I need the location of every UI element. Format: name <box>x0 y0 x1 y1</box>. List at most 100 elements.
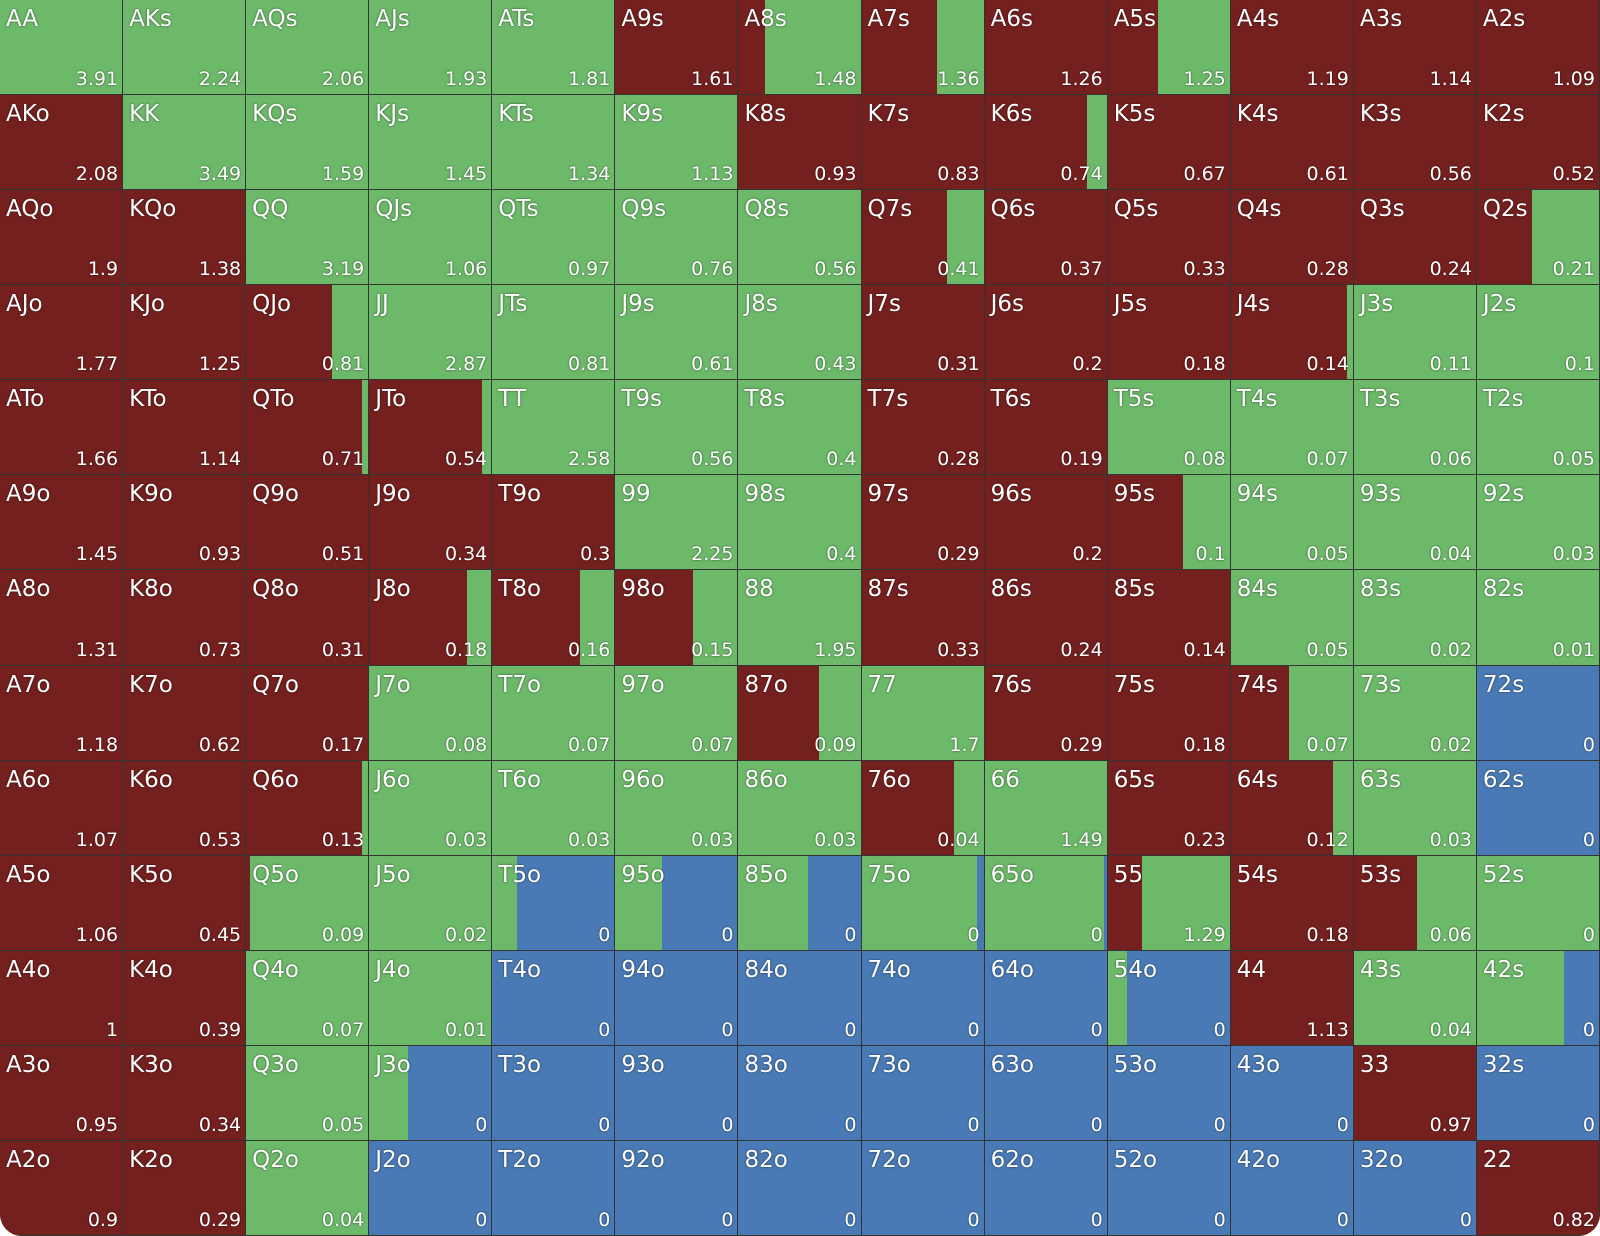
mix-segment <box>615 0 738 95</box>
hand-label: A6o <box>6 766 51 793</box>
hand-label: Q4s <box>1236 196 1282 223</box>
hand-cell: 85s 0.14 <box>1107 570 1231 666</box>
ev-value: 0.33 <box>1183 258 1226 281</box>
mix-segment <box>861 285 984 380</box>
hand-cell: 42s 0 <box>1476 950 1600 1046</box>
mix-segment <box>492 570 581 665</box>
ev-value: 0 <box>1336 1113 1349 1136</box>
hand-cell: 44 1.13 <box>1230 950 1354 1046</box>
ev-value: 1.18 <box>75 733 119 756</box>
mix-segment <box>1353 95 1476 190</box>
hand-cell: T9s 0.56 <box>615 380 739 476</box>
hand-label: 33 <box>1359 1051 1390 1078</box>
ev-value: 0.3 <box>580 543 611 566</box>
hand-cell: 92o 0 <box>615 1140 739 1236</box>
hand-cell: 65s 0.23 <box>1107 760 1231 856</box>
ev-value: 0.71 <box>321 448 365 471</box>
hand-label: J7s <box>867 291 901 318</box>
hand-label: 52o <box>1113 1146 1158 1173</box>
hand-label: 95s <box>1113 481 1155 508</box>
mix-segment <box>1230 0 1353 95</box>
ev-value: 0.07 <box>1306 448 1349 471</box>
hand-cell: Q6o 0.13 <box>246 760 370 856</box>
mix-segment <box>1107 760 1230 855</box>
ev-value: 0.1 <box>1564 353 1595 376</box>
mix-segment <box>1230 380 1353 475</box>
ev-value: 0.07 <box>568 733 611 756</box>
ev-value: 1.66 <box>75 448 119 471</box>
hand-cell: QJs 1.06 <box>369 190 493 286</box>
ev-value: 0 <box>1090 1018 1103 1041</box>
ev-value: 0.56 <box>814 258 857 281</box>
mix-segment <box>1230 95 1353 190</box>
hand-cell: T3s 0.06 <box>1353 380 1477 476</box>
ev-value: 0.67 <box>1183 163 1226 186</box>
hand-cell: K8o 0.73 <box>123 570 247 666</box>
hand-cell: 95s 0.1 <box>1107 475 1231 571</box>
hand-cell: Q8o 0.31 <box>246 570 370 666</box>
mix-segment <box>1353 950 1476 1045</box>
ev-value: 0.28 <box>1306 258 1349 281</box>
hand-label: 54s <box>1236 861 1279 888</box>
ev-value: 0 <box>721 1208 734 1231</box>
mix-segment <box>861 855 978 950</box>
mix-segment <box>615 475 738 570</box>
hand-label: A2s <box>1482 6 1526 32</box>
hand-label: KTs <box>498 101 534 128</box>
hand-cell: 65o 0 <box>984 855 1108 951</box>
hand-cell: JTs 0.81 <box>492 285 616 381</box>
hand-label: A6s <box>990 6 1033 32</box>
hand-label: K2o <box>129 1146 173 1173</box>
hand-cell: 74s 0.07 <box>1230 665 1354 761</box>
ev-value: 0.17 <box>321 733 365 756</box>
mix-segment <box>1230 950 1353 1045</box>
ev-value: 1.77 <box>75 353 119 376</box>
hand-cell: Q2o 0.04 <box>246 1140 370 1236</box>
ev-value: 0.2 <box>1072 353 1103 376</box>
hand-cell: JJ 2.87 <box>369 285 493 381</box>
mix-segment <box>0 190 123 285</box>
hand-cell: J8o 0.18 <box>369 570 493 666</box>
hand-label: 52s <box>1482 861 1525 888</box>
hand-cell: Q9o 0.51 <box>246 475 370 571</box>
mix-segment <box>123 855 246 950</box>
ev-value: 0.4 <box>826 448 857 471</box>
mix-segment <box>1417 855 1476 950</box>
mix-segment <box>492 380 615 475</box>
mix-segment <box>0 1045 123 1140</box>
ev-value: 0 <box>1582 923 1595 946</box>
ev-value: 0.12 <box>1306 828 1349 851</box>
mix-segment <box>0 950 123 1045</box>
hand-label: AKo <box>6 101 50 128</box>
hand-label: AKs <box>129 6 172 32</box>
hand-cell: T5o 0 <box>492 855 616 951</box>
hand-cell: Q6s 0.37 <box>984 190 1108 286</box>
hand-label: KJo <box>129 291 165 318</box>
ev-value: 1.25 <box>1183 68 1226 91</box>
hand-label: A3s <box>1359 6 1403 32</box>
hand-cell: 53s 0.06 <box>1353 855 1477 951</box>
ev-value: 0 <box>967 923 980 946</box>
hand-label: T5o <box>498 861 542 888</box>
hand-label: QTs <box>498 196 539 223</box>
ev-value: 0.02 <box>444 923 488 946</box>
hand-cell: AKs 2.24 <box>123 0 247 96</box>
hand-cell: ATs 1.81 <box>492 0 616 96</box>
mix-segment <box>1183 475 1230 570</box>
ev-value: 0.04 <box>1429 543 1472 566</box>
mix-segment <box>369 190 492 285</box>
hand-cell: K5o 0.45 <box>123 855 247 951</box>
mix-segment <box>1230 665 1290 760</box>
mix-segment <box>246 95 369 190</box>
hand-cell: KTo 1.14 <box>123 380 247 476</box>
hand-label: Q5o <box>252 861 299 888</box>
hand-label: KK <box>129 101 160 128</box>
hand-label: T6s <box>990 386 1032 413</box>
ev-value: 1.61 <box>691 68 734 91</box>
hand-label: 63s <box>1359 766 1402 793</box>
hand-label: 43o <box>1236 1051 1281 1078</box>
hand-cell: KJo 1.25 <box>123 285 247 381</box>
ev-value: 0.03 <box>814 828 857 851</box>
mix-segment <box>738 95 861 190</box>
hand-label: K2s <box>1482 101 1525 128</box>
